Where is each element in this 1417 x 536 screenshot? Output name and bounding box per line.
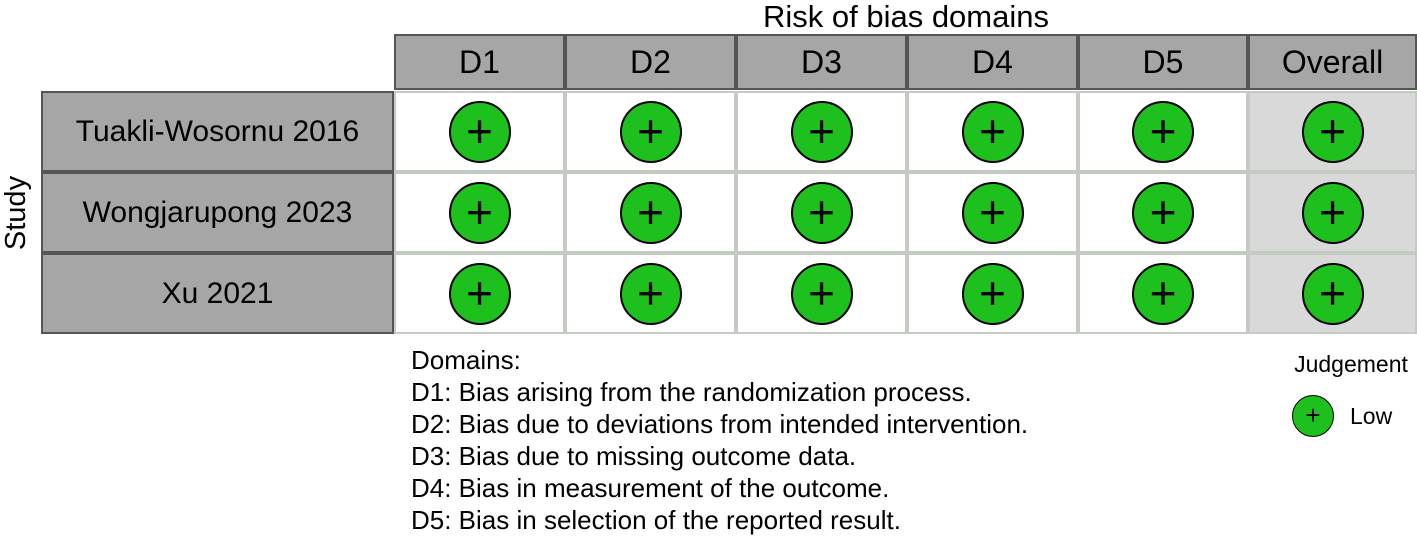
legend-title: Judgement [1294, 351, 1408, 377]
domains-description: Domains: D1: Bias arising from the rando… [411, 344, 1028, 536]
domain-description-d4: D4: Bias in measurement of the outcome. [411, 473, 890, 503]
judgement-cell: + [394, 172, 565, 253]
study-label: Wongjarupong 2023 [41, 172, 394, 253]
overall-judgement-cell: + [1248, 253, 1417, 334]
overall-judgement-cell: + [1248, 172, 1417, 253]
column-header-d5: D5 [1078, 34, 1248, 90]
low-risk-symbol: + [448, 262, 511, 325]
low-risk-symbol: + [1132, 181, 1194, 244]
low-risk-symbol: + [619, 181, 682, 244]
low-risk-symbol: + [790, 181, 853, 244]
judgement-cell: + [736, 172, 907, 253]
y-axis-label: Study [0, 175, 32, 251]
judgement-cell: + [736, 253, 907, 334]
column-header-d3: D3 [736, 34, 907, 90]
column-header-overall: Overall [1248, 34, 1417, 90]
low-risk-symbol: + [619, 262, 682, 325]
judgement-cell: + [565, 91, 736, 172]
judgement-cell: + [907, 91, 1078, 172]
domain-description-d2: D2: Bias due to deviations from intended… [411, 409, 1029, 439]
judgement-cell: + [394, 91, 565, 172]
judgement-cell: + [565, 172, 736, 253]
low-risk-symbol: + [961, 262, 1024, 325]
low-risk-symbol: + [619, 100, 682, 163]
legend-low-label: Low [1350, 403, 1393, 429]
judgement-cell: + [394, 253, 565, 334]
low-risk-symbol: + [1132, 100, 1194, 163]
low-risk-symbol: + [1301, 262, 1364, 325]
chart-title: Risk of bias domains [762, 0, 1049, 34]
judgement-cell: + [907, 172, 1078, 253]
judgement-cell: + [1078, 253, 1248, 334]
judgement-cell: + [1078, 91, 1248, 172]
low-risk-symbol: + [961, 181, 1024, 244]
column-header-d1: D1 [394, 34, 565, 90]
legend-low-symbol: + [1292, 395, 1334, 437]
domain-description-d5: D5: Bias in selection of the reported re… [411, 505, 901, 535]
domains-heading: Domains: [411, 345, 521, 375]
column-header-d2: D2 [565, 34, 736, 90]
study-label: Xu 2021 [41, 253, 394, 334]
domain-description-d3: D3: Bias due to missing outcome data. [411, 441, 857, 471]
low-risk-symbol: + [1132, 262, 1194, 325]
low-risk-symbol: + [448, 100, 511, 163]
low-risk-symbol: + [961, 100, 1024, 163]
low-risk-symbol: + [448, 181, 511, 244]
low-risk-symbol: + [790, 262, 853, 325]
judgement-cell: + [907, 253, 1078, 334]
study-label: Tuakli-Wosornu 2016 [41, 91, 394, 172]
judgement-cell: + [736, 91, 907, 172]
overall-judgement-cell: + [1248, 91, 1417, 172]
column-header-d4: D4 [907, 34, 1078, 90]
judgement-cell: + [565, 253, 736, 334]
judgement-cell: + [1078, 172, 1248, 253]
low-risk-symbol: + [1301, 181, 1364, 244]
domain-description-d1: D1: Bias arising from the randomization … [411, 377, 972, 407]
low-risk-symbol: + [1301, 100, 1364, 163]
low-risk-symbol: + [790, 100, 853, 163]
